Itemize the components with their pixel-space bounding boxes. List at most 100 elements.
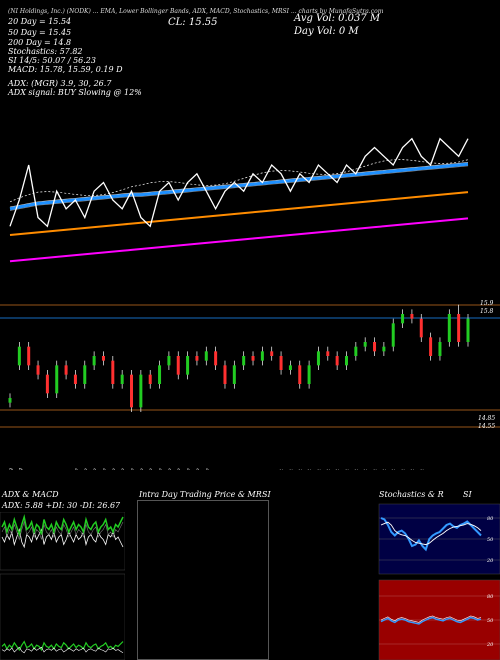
candle-body bbox=[270, 351, 274, 356]
candle-body bbox=[223, 365, 227, 384]
date-label: 30 Sep bbox=[204, 468, 210, 470]
adx-panel-values: ADX: 5.88 +DI: 30 -DI: 26.67 bbox=[2, 501, 121, 510]
adx-panel-title: ADX & MACD bbox=[2, 490, 59, 499]
avg-vol-label: Avg Vol: 0.037 M bbox=[294, 13, 381, 24]
candle-body bbox=[73, 374, 77, 384]
date-labels: 29 Aug30 Aug3 Sep4 Sep5 Sep6 Sep9 Sep10 … bbox=[8, 468, 425, 470]
candle-body bbox=[354, 346, 358, 356]
date-label: 28 Oct bbox=[391, 468, 397, 470]
grid bbox=[0, 304, 500, 428]
rsi-signal-line bbox=[380, 615, 482, 623]
candle-body bbox=[27, 346, 31, 366]
candle-body bbox=[410, 314, 414, 319]
dashed-line bbox=[9, 159, 469, 203]
ema50-label: 50 Day = 15.45 bbox=[8, 28, 72, 37]
candle-body bbox=[307, 365, 311, 384]
date-label: 21 Oct bbox=[344, 468, 350, 470]
date-label: 23 Sep bbox=[158, 468, 164, 470]
candle-body bbox=[438, 342, 442, 356]
candle-body bbox=[120, 374, 124, 384]
candle-body bbox=[363, 342, 367, 347]
intraday-box bbox=[137, 500, 269, 660]
date-label: 24 Sep bbox=[167, 468, 173, 470]
adx-frame bbox=[0, 512, 125, 571]
candle-body bbox=[326, 351, 330, 356]
candle-body bbox=[429, 337, 433, 356]
date-label: 31 Oct bbox=[419, 468, 425, 470]
date-label: 29 Aug bbox=[8, 468, 14, 470]
candle-body bbox=[298, 365, 302, 384]
date-label: 25 Oct bbox=[382, 468, 388, 470]
stoch-tick: 80 bbox=[487, 516, 494, 522]
candle-body bbox=[214, 351, 218, 366]
date-label: 24 Oct bbox=[373, 468, 379, 470]
header-line1: (NI Holdings, Inc.) (NODK) ... EMA, Lowe… bbox=[8, 8, 384, 15]
ema20-label: 20 Day = 15.54 bbox=[8, 17, 72, 26]
date-label: 29 Oct bbox=[401, 468, 407, 470]
intraday-si: SI bbox=[262, 490, 271, 499]
candle-body bbox=[279, 356, 283, 370]
candle-body bbox=[382, 346, 386, 352]
candle-body bbox=[167, 356, 171, 366]
candle-body bbox=[344, 356, 348, 366]
intraday-title: Intra Day Trading Price & MR bbox=[139, 490, 262, 499]
candle-body bbox=[36, 365, 40, 375]
date-label: 11 Sep bbox=[83, 468, 89, 470]
ema20-line bbox=[9, 162, 469, 211]
pink-ema-line bbox=[9, 217, 469, 263]
adx-label: ADX: (MGR) 3.9, 30, 26.7 bbox=[8, 79, 112, 88]
date-label: 14 Oct bbox=[298, 468, 304, 470]
date-label: 30 Oct bbox=[410, 468, 416, 470]
candle-body bbox=[457, 314, 461, 342]
date-label: 10 Sep bbox=[73, 468, 79, 470]
date-label: 18 Oct bbox=[335, 468, 341, 470]
date-label: 12 Sep bbox=[92, 468, 98, 470]
adx-line bbox=[1, 520, 124, 541]
ema200-line bbox=[9, 191, 469, 236]
rsi-tick: 50 bbox=[487, 618, 494, 624]
candle-body bbox=[92, 356, 96, 366]
price-tag-top: 15.9 bbox=[480, 300, 494, 307]
macd-label: MACD: 15.78, 15.59, 0.19 D bbox=[8, 65, 123, 74]
macd-frame bbox=[0, 573, 125, 660]
adx-chart bbox=[0, 512, 125, 660]
candle-body bbox=[8, 398, 12, 403]
cl-label: CL: 15.55 bbox=[168, 17, 218, 28]
date-label: 16 Oct bbox=[316, 468, 322, 470]
price-tag-right: 15.8 bbox=[480, 308, 494, 315]
candle-body bbox=[139, 374, 143, 408]
candle-body bbox=[447, 314, 451, 342]
adx-macd-panel: ADX & MACD ADX: 5.88 +DI: 30 -DI: 26.67 bbox=[0, 488, 125, 660]
adx-signal-label: ADX signal: BUY Slowing @ 12% bbox=[8, 88, 142, 97]
date-label: 11 Oct bbox=[288, 468, 294, 470]
candle-body bbox=[401, 314, 405, 324]
price-tag-low2: 14.55 bbox=[478, 423, 496, 430]
candle-body bbox=[148, 374, 152, 384]
price-tag-low1: 14.85 bbox=[478, 415, 496, 422]
candle-body bbox=[195, 356, 199, 361]
date-label: 25 Sep bbox=[176, 468, 182, 470]
date-label: 23 Oct bbox=[363, 468, 369, 470]
candle-body bbox=[130, 374, 134, 408]
stoch-tick: 50 bbox=[487, 537, 494, 543]
date-label: 17 Oct bbox=[326, 468, 332, 470]
ema50-line bbox=[9, 162, 469, 208]
candle-body bbox=[17, 346, 21, 366]
main-chart: 29 Aug30 Aug3 Sep4 Sep5 Sep6 Sep9 Sep10 … bbox=[0, 137, 500, 470]
date-label: 13 Sep bbox=[101, 468, 107, 470]
candle-body bbox=[232, 365, 236, 384]
candle-body bbox=[288, 365, 292, 370]
candle-body bbox=[176, 356, 180, 375]
candle-body bbox=[111, 360, 115, 384]
minus-di-line bbox=[1, 527, 124, 549]
candle-body bbox=[373, 342, 377, 352]
candle-body bbox=[419, 318, 423, 338]
date-label: 15 Oct bbox=[307, 468, 313, 470]
rsi-tick: 20 bbox=[486, 642, 494, 648]
macd-signal-line bbox=[1, 646, 124, 654]
candle-body bbox=[260, 351, 264, 361]
ema-gray-line bbox=[9, 165, 469, 211]
stoch-chart: 80 80 50 50 20 20 bbox=[378, 503, 500, 660]
stoch-title: Stochastics & R bbox=[379, 490, 444, 499]
stoch-panel: Stochastics & R SI 80 80 50 50 20 20 bbox=[375, 488, 500, 660]
